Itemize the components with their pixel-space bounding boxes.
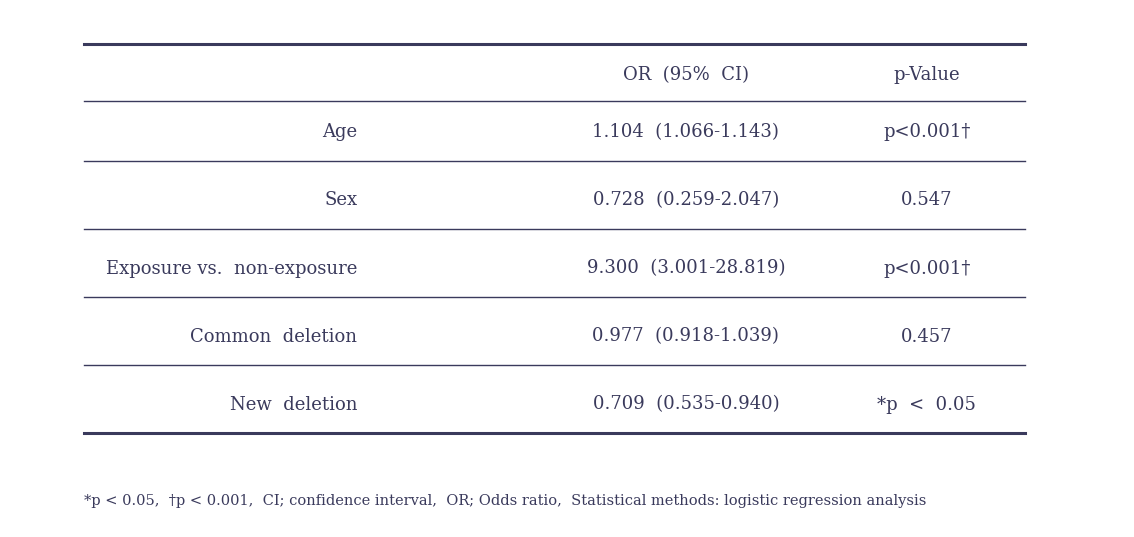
Text: p<0.001†: p<0.001† [883,259,971,278]
Text: Exposure vs.  non-exposure: Exposure vs. non-exposure [105,259,357,278]
Text: 0.728  (0.259-2.047): 0.728 (0.259-2.047) [593,192,779,209]
Text: OR  (95%  CI): OR (95% CI) [623,66,748,84]
Text: 9.300  (3.001-28.819): 9.300 (3.001-28.819) [586,259,785,278]
Text: 0.547: 0.547 [902,192,953,209]
Text: 1.104  (1.066-1.143): 1.104 (1.066-1.143) [592,124,779,141]
Text: 0.709  (0.535-0.940): 0.709 (0.535-0.940) [593,396,779,413]
Text: Common  deletion: Common deletion [191,328,357,345]
Text: 0.977  (0.918-1.039): 0.977 (0.918-1.039) [592,328,779,345]
Text: 0.457: 0.457 [902,328,953,345]
Text: *p  <  0.05: *p < 0.05 [878,396,976,413]
Text: p-Value: p-Value [894,66,960,84]
Text: New  deletion: New deletion [230,396,357,413]
Text: *p < 0.05,  †p < 0.001,  CI; confidence interval,  OR; Odds ratio,  Statistical : *p < 0.05, †p < 0.001, CI; confidence in… [84,494,926,509]
Text: Age: Age [322,124,357,141]
Text: Sex: Sex [324,192,357,209]
Text: p<0.001†: p<0.001† [883,124,971,141]
